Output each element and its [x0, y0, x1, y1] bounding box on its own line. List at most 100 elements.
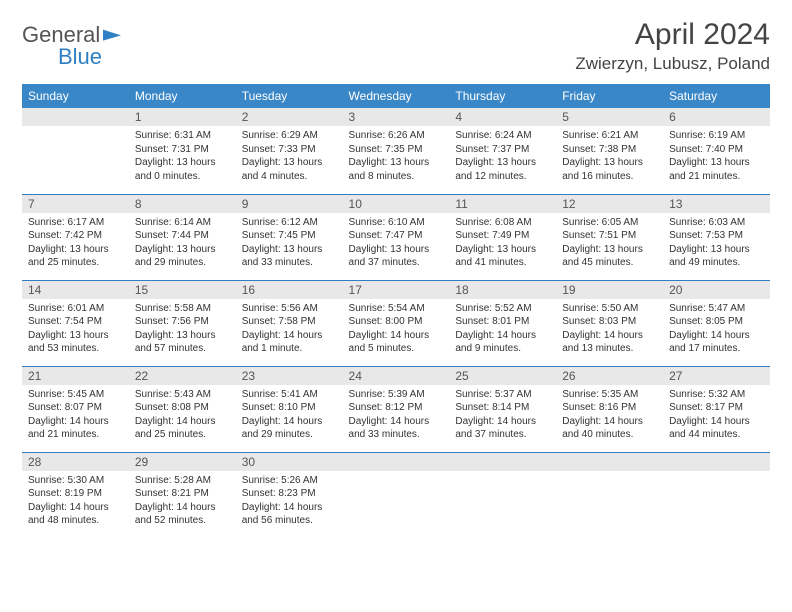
detail-line: and 41 minutes. [455, 256, 550, 270]
day-cell: 23Sunrise: 5:41 AMSunset: 8:10 PMDayligh… [236, 366, 343, 452]
detail-line: Sunset: 8:19 PM [28, 487, 123, 501]
day-details: Sunrise: 5:37 AMSunset: 8:14 PMDaylight:… [449, 385, 556, 445]
detail-line: and 52 minutes. [135, 514, 230, 528]
day-cell [556, 452, 663, 538]
day-details: Sunrise: 6:19 AMSunset: 7:40 PMDaylight:… [663, 126, 770, 186]
day-cell [22, 108, 129, 194]
detail-line: and 21 minutes. [28, 428, 123, 442]
day-details: Sunrise: 5:50 AMSunset: 8:03 PMDaylight:… [556, 299, 663, 359]
day-number: 9 [236, 195, 343, 213]
day-cell: 18Sunrise: 5:52 AMSunset: 8:01 PMDayligh… [449, 280, 556, 366]
col-mon: Monday [129, 84, 236, 108]
detail-line: Daylight: 13 hours [242, 156, 337, 170]
detail-line: Daylight: 14 hours [242, 415, 337, 429]
day-details: Sunrise: 5:32 AMSunset: 8:17 PMDaylight:… [663, 385, 770, 445]
day-details: Sunrise: 6:10 AMSunset: 7:47 PMDaylight:… [343, 213, 450, 273]
detail-line: Sunset: 8:23 PM [242, 487, 337, 501]
day-cell [663, 452, 770, 538]
day-cell: 30Sunrise: 5:26 AMSunset: 8:23 PMDayligh… [236, 452, 343, 538]
day-number: 6 [663, 108, 770, 126]
day-number: 5 [556, 108, 663, 126]
detail-line: Sunrise: 6:10 AM [349, 216, 444, 230]
detail-line: Sunrise: 5:39 AM [349, 388, 444, 402]
day-number: 15 [129, 281, 236, 299]
detail-line: Sunrise: 6:05 AM [562, 216, 657, 230]
detail-line: Sunrise: 6:12 AM [242, 216, 337, 230]
day-number: 12 [556, 195, 663, 213]
day-number: 20 [663, 281, 770, 299]
detail-line: and 5 minutes. [349, 342, 444, 356]
detail-line: and 45 minutes. [562, 256, 657, 270]
detail-line: Sunset: 8:21 PM [135, 487, 230, 501]
detail-line: Daylight: 13 hours [135, 156, 230, 170]
day-number: 28 [22, 453, 129, 471]
day-details: Sunrise: 5:26 AMSunset: 8:23 PMDaylight:… [236, 471, 343, 531]
detail-line: and 17 minutes. [669, 342, 764, 356]
day-details: Sunrise: 6:29 AMSunset: 7:33 PMDaylight:… [236, 126, 343, 186]
day-cell: 1Sunrise: 6:31 AMSunset: 7:31 PMDaylight… [129, 108, 236, 194]
detail-line: Sunset: 7:42 PM [28, 229, 123, 243]
detail-line: Sunrise: 6:29 AM [242, 129, 337, 143]
day-number: 29 [129, 453, 236, 471]
empty-day-bar [343, 453, 450, 471]
logo-word2: Blue [58, 44, 102, 70]
detail-line: and 8 minutes. [349, 170, 444, 184]
detail-line: and 44 minutes. [669, 428, 764, 442]
day-cell: 28Sunrise: 5:30 AMSunset: 8:19 PMDayligh… [22, 452, 129, 538]
day-cell: 25Sunrise: 5:37 AMSunset: 8:14 PMDayligh… [449, 366, 556, 452]
detail-line: Sunrise: 5:28 AM [135, 474, 230, 488]
day-number: 18 [449, 281, 556, 299]
detail-line: and 16 minutes. [562, 170, 657, 184]
col-fri: Friday [556, 84, 663, 108]
detail-line: and 57 minutes. [135, 342, 230, 356]
day-details: Sunrise: 5:47 AMSunset: 8:05 PMDaylight:… [663, 299, 770, 359]
day-number: 16 [236, 281, 343, 299]
calendar-page: General Blue April 2024 Zwierzyn, Lubusz… [0, 0, 792, 556]
detail-line: and 33 minutes. [349, 428, 444, 442]
detail-line: and 37 minutes. [349, 256, 444, 270]
title-block: April 2024 Zwierzyn, Lubusz, Poland [575, 18, 770, 74]
day-details: Sunrise: 5:43 AMSunset: 8:08 PMDaylight:… [129, 385, 236, 445]
week-row: 7Sunrise: 6:17 AMSunset: 7:42 PMDaylight… [22, 194, 770, 280]
detail-line: Daylight: 14 hours [562, 415, 657, 429]
detail-line: Daylight: 14 hours [242, 329, 337, 343]
detail-line: Daylight: 14 hours [28, 415, 123, 429]
day-details: Sunrise: 6:14 AMSunset: 7:44 PMDaylight:… [129, 213, 236, 273]
day-number: 24 [343, 367, 450, 385]
day-cell: 22Sunrise: 5:43 AMSunset: 8:08 PMDayligh… [129, 366, 236, 452]
detail-line: and 53 minutes. [28, 342, 123, 356]
detail-line: Sunrise: 5:54 AM [349, 302, 444, 316]
day-details: Sunrise: 5:30 AMSunset: 8:19 PMDaylight:… [22, 471, 129, 531]
col-sat: Saturday [663, 84, 770, 108]
detail-line: Sunrise: 6:26 AM [349, 129, 444, 143]
day-number: 22 [129, 367, 236, 385]
detail-line: Sunrise: 6:21 AM [562, 129, 657, 143]
day-details: Sunrise: 5:58 AMSunset: 7:56 PMDaylight:… [129, 299, 236, 359]
col-tue: Tuesday [236, 84, 343, 108]
day-cell: 15Sunrise: 5:58 AMSunset: 7:56 PMDayligh… [129, 280, 236, 366]
detail-line: Daylight: 13 hours [669, 243, 764, 257]
detail-line: and 21 minutes. [669, 170, 764, 184]
week-row: 28Sunrise: 5:30 AMSunset: 8:19 PMDayligh… [22, 452, 770, 538]
day-details: Sunrise: 6:31 AMSunset: 7:31 PMDaylight:… [129, 126, 236, 186]
day-cell: 24Sunrise: 5:39 AMSunset: 8:12 PMDayligh… [343, 366, 450, 452]
day-details: Sunrise: 6:01 AMSunset: 7:54 PMDaylight:… [22, 299, 129, 359]
detail-line: Daylight: 13 hours [349, 156, 444, 170]
detail-line: Daylight: 13 hours [28, 243, 123, 257]
day-details: Sunrise: 6:12 AMSunset: 7:45 PMDaylight:… [236, 213, 343, 273]
title-location: Zwierzyn, Lubusz, Poland [575, 54, 770, 74]
day-cell: 9Sunrise: 6:12 AMSunset: 7:45 PMDaylight… [236, 194, 343, 280]
day-number: 10 [343, 195, 450, 213]
detail-line: Sunset: 8:14 PM [455, 401, 550, 415]
detail-line: Daylight: 13 hours [349, 243, 444, 257]
day-details: Sunrise: 5:56 AMSunset: 7:58 PMDaylight:… [236, 299, 343, 359]
detail-line: and 12 minutes. [455, 170, 550, 184]
day-cell: 5Sunrise: 6:21 AMSunset: 7:38 PMDaylight… [556, 108, 663, 194]
day-details: Sunrise: 6:26 AMSunset: 7:35 PMDaylight:… [343, 126, 450, 186]
detail-line: Daylight: 14 hours [242, 501, 337, 515]
detail-line: Sunset: 7:37 PM [455, 143, 550, 157]
day-details: Sunrise: 5:41 AMSunset: 8:10 PMDaylight:… [236, 385, 343, 445]
detail-line: Sunset: 7:58 PM [242, 315, 337, 329]
title-month: April 2024 [575, 18, 770, 52]
day-number: 21 [22, 367, 129, 385]
